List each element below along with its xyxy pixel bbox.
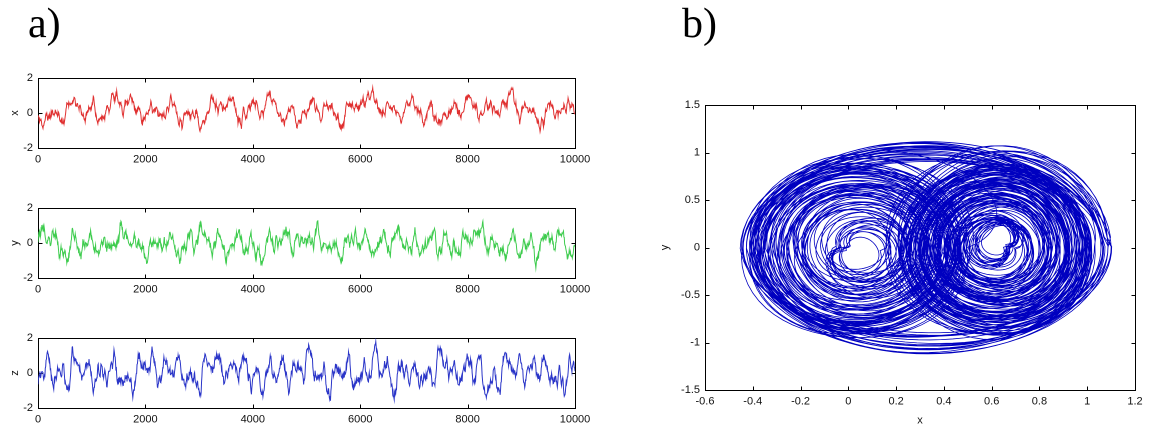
phase-portrait-plot [655, 82, 1160, 434]
panel-b-label: b) [682, 1, 717, 47]
timeseries-x-plot [8, 70, 598, 170]
timeseries-y-plot [8, 200, 598, 300]
panel-a-label: a) [28, 1, 61, 47]
timeseries-z-plot [8, 330, 598, 430]
